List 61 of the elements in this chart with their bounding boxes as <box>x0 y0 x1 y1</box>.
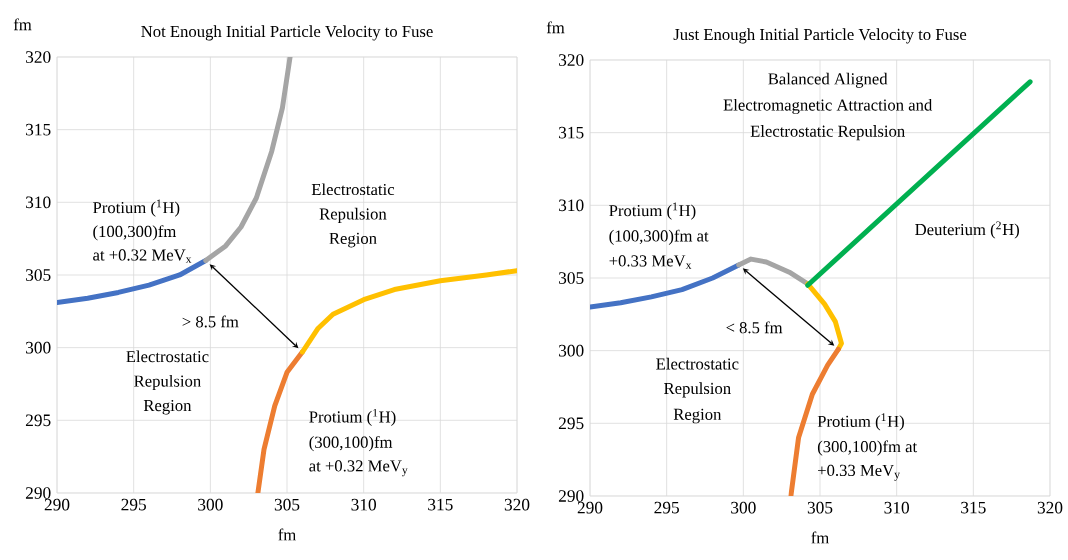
y-tick-label: 310 <box>26 196 51 209</box>
y-tick-label: 315 <box>26 123 51 136</box>
x-tick-label: 315 <box>961 501 986 514</box>
annotation: at +0.32 MeV$_{y}$ <box>309 460 408 477</box>
x-tick-label: 305 <box>807 501 833 514</box>
annotation: Electrostatic <box>311 183 395 196</box>
y-axis-title: fm <box>546 21 565 34</box>
y-tick-label: 290 <box>558 490 584 502</box>
x-tick-label: 315 <box>428 498 453 511</box>
y-axis-title: fm <box>13 18 32 31</box>
y-tick-label: 295 <box>558 417 584 430</box>
annotation: Region <box>673 408 722 424</box>
x-tick-label: 300 <box>198 498 223 511</box>
x-axis-title: fm <box>278 528 296 541</box>
annotation: Region <box>143 399 192 415</box>
annotation: Electromagnetic Attraction and <box>723 98 933 115</box>
annotation: (300,100)fm <box>309 435 393 452</box>
y-tick-label: 300 <box>559 344 584 357</box>
x-tick-label: 300 <box>731 501 756 514</box>
y-tick-label: 300 <box>26 341 51 354</box>
y-tick-label: 320 <box>559 54 584 66</box>
annotation: (300,100)fm at <box>817 440 918 456</box>
annotation: Protium ($^{1}$H) <box>309 408 396 426</box>
annotation: Repulsion <box>134 374 201 391</box>
y-tick-label: 290 <box>25 487 51 499</box>
y-tick-label: 305 <box>26 269 51 281</box>
x-tick-label: 305 <box>274 498 300 511</box>
annotation: Electrostatic Repulsion <box>750 125 905 141</box>
x-tick-label: 295 <box>121 498 146 511</box>
x-tick-label: 320 <box>504 498 530 511</box>
annotation: Electrostatic <box>656 357 739 370</box>
y-tick-label: 295 <box>25 414 51 427</box>
annotation: +0.33 MeV$_{y}$ <box>818 464 900 481</box>
annotation: < 8.5 fm <box>726 321 783 334</box>
x-tick-label: 290 <box>44 498 70 511</box>
y-tick-label: 310 <box>559 199 584 212</box>
x-tick-label: 290 <box>577 501 603 514</box>
y-tick-label: 305 <box>559 272 584 284</box>
annotation: at +0.32 MeV$_{x}$ <box>93 249 192 263</box>
x-tick-label: 295 <box>654 501 679 514</box>
annotation: Balanced Aligned <box>768 72 888 88</box>
y-tick-label: 320 <box>26 51 51 63</box>
annotation: Deuterium ($^{2}$H) <box>915 221 1019 239</box>
chart-title: Not Enough Initial Particle Velocity to Fuse <box>141 25 433 41</box>
annotation: (100,300)fm at <box>609 229 709 245</box>
x-tick-label: 310 <box>884 501 910 514</box>
annotation: (100,300)fm <box>93 225 177 241</box>
x-tick-label: 310 <box>351 498 377 511</box>
annotation: > 8.5 fm <box>182 315 239 328</box>
y-tick-label: 315 <box>559 126 584 139</box>
annotation: Protium ($^{1}$H) <box>609 202 696 220</box>
annotation: Region <box>329 232 377 248</box>
annotation: Repulsion <box>664 382 731 398</box>
chart-title: Just Enough Initial Particle Velocity to Fuse <box>673 28 967 44</box>
annotation: Electrostatic <box>126 350 209 363</box>
x-axis-title: fm <box>811 531 829 544</box>
annotation: Protium ($^{1}$H) <box>817 413 904 431</box>
annotation: Protium ($^{1}$H) <box>93 199 180 217</box>
x-tick-label: 320 <box>1037 501 1063 514</box>
annotation: +0.33 MeV$_{x}$ <box>609 255 692 269</box>
annotation: Repulsion <box>319 207 387 223</box>
